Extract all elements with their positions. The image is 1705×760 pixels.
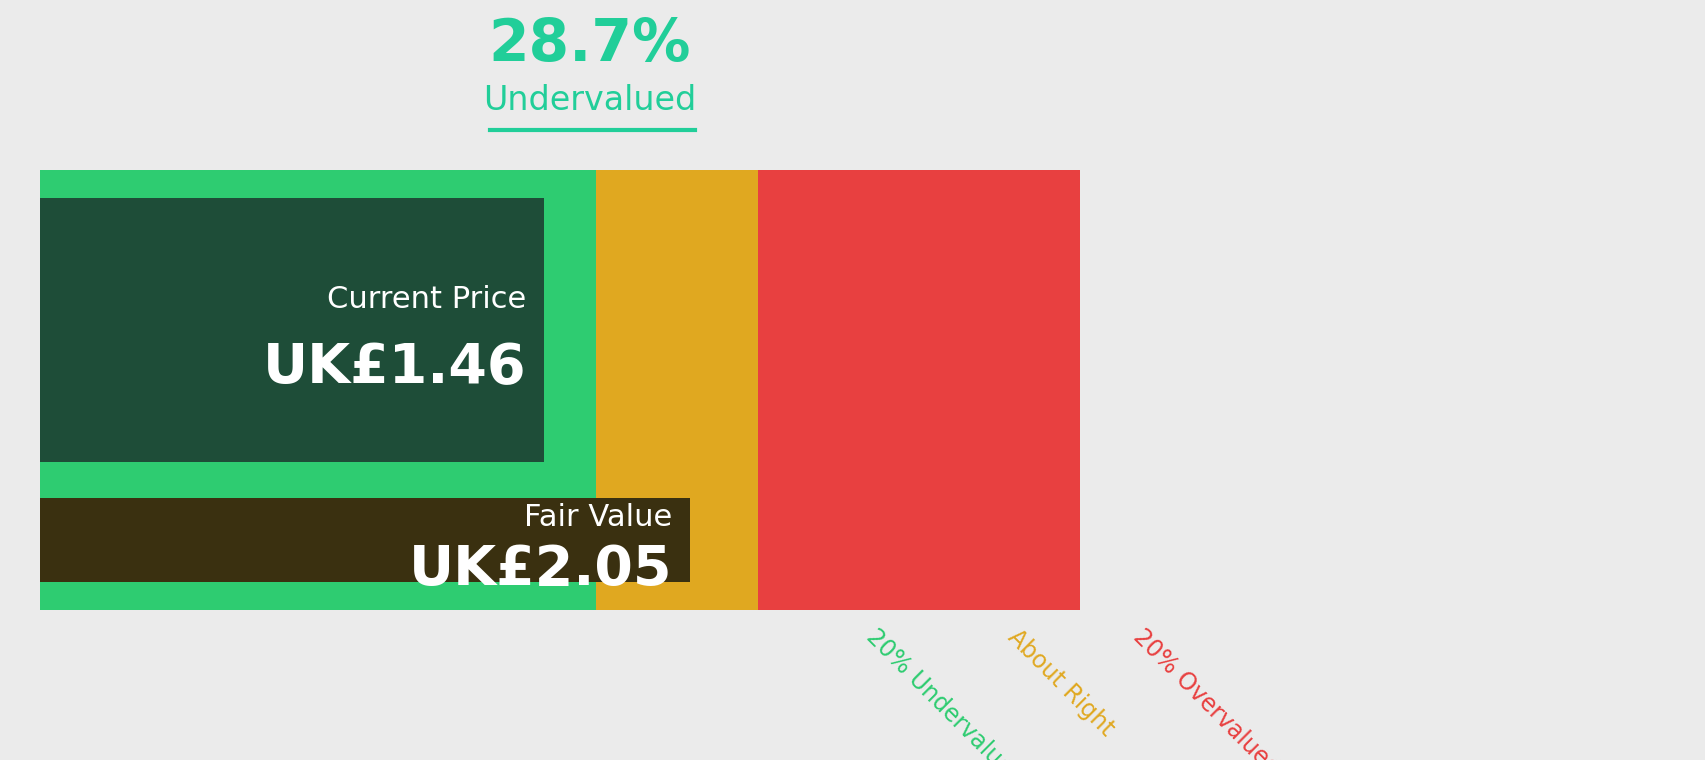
Bar [757, 170, 1079, 610]
Text: UK£1.46: UK£1.46 [263, 341, 527, 395]
Text: UK£2.05: UK£2.05 [407, 543, 672, 597]
Bar [39, 170, 597, 610]
Bar [597, 170, 757, 610]
Text: 28.7%: 28.7% [488, 17, 691, 74]
Bar [39, 198, 544, 462]
Text: 20% Undervalued: 20% Undervalued [861, 625, 1026, 760]
Text: Current Price: Current Price [327, 286, 527, 315]
Bar [39, 498, 689, 582]
Text: About Right: About Right [1003, 625, 1118, 741]
Text: Undervalued: Undervalued [483, 84, 696, 116]
Text: Fair Value: Fair Value [523, 504, 672, 533]
Text: 20% Overvalued: 20% Overvalued [1127, 625, 1284, 760]
